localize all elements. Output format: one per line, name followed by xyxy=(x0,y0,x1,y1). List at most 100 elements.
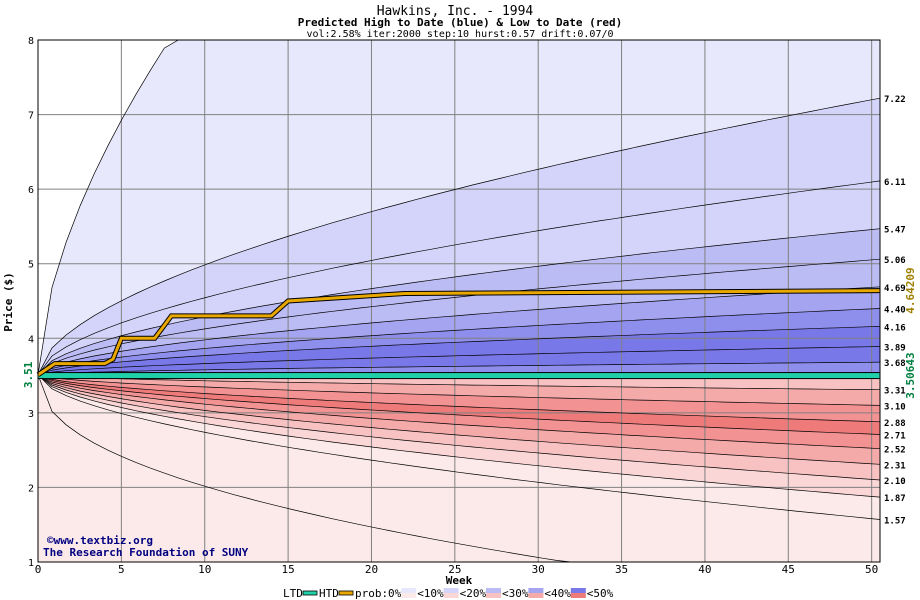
right-label-10: 3.10 xyxy=(884,402,906,412)
legend-item-4: <40% xyxy=(544,587,571,600)
x-tick-label-35: 35 xyxy=(615,563,628,576)
legend-ltd-swatch xyxy=(302,590,318,596)
legend-swatch-low-3 xyxy=(486,593,501,598)
x-tick-label-5: 5 xyxy=(118,563,125,576)
contour-13 xyxy=(37,374,881,450)
contour-11 xyxy=(37,374,881,423)
y-tick-label-6: 6 xyxy=(28,185,34,196)
high-band-6 xyxy=(38,308,880,375)
right-label-14: 2.31 xyxy=(884,461,906,471)
contour-6 xyxy=(37,228,881,376)
right-label-13: 2.52 xyxy=(884,446,906,456)
high-band-8 xyxy=(38,346,880,375)
contour-1 xyxy=(37,346,881,376)
contour-5 xyxy=(37,258,881,376)
contour-16 xyxy=(37,374,881,498)
contour-15 xyxy=(37,374,881,481)
source-line-1: ©www.textbiz.org xyxy=(47,534,153,547)
contour-10 xyxy=(37,374,881,406)
y-tick-label-4: 4 xyxy=(28,334,34,345)
high-band-4 xyxy=(38,259,880,375)
contour-9 xyxy=(37,374,881,391)
x-tick-label-30: 30 xyxy=(532,563,545,576)
right-label-17: 1.57 xyxy=(884,516,906,526)
x-tick-label-40: 40 xyxy=(698,563,711,576)
contour-lines xyxy=(37,39,881,563)
legend-item-2: <20% xyxy=(460,587,487,600)
legend-swatch-low-4 xyxy=(528,593,544,598)
ltd-line xyxy=(37,372,881,380)
contour-8 xyxy=(37,97,881,375)
contour-3 xyxy=(37,308,881,376)
right-label-15: 2.10 xyxy=(884,477,906,487)
y-tick-label-8: 8 xyxy=(28,36,34,47)
right-label-2: 5.47 xyxy=(884,226,906,236)
legend-swatch-high-1 xyxy=(401,588,417,593)
chart-subtitle: Predicted High to Date (blue) & Low to D… xyxy=(298,16,623,29)
htd-value-label: 4.64209 xyxy=(904,267,917,313)
legend-item-1: <10% xyxy=(417,587,444,600)
low-band-2 xyxy=(38,374,880,498)
right-label-11: 2.88 xyxy=(884,419,906,429)
contour-17 xyxy=(37,374,881,520)
probability-bands xyxy=(38,40,880,562)
y-axis-label: Price ($) xyxy=(2,272,15,332)
high-band-2 xyxy=(38,180,880,375)
right-label-8: 3.68 xyxy=(884,359,906,369)
x-tick-label-25: 25 xyxy=(448,563,461,576)
x-tick-label-20: 20 xyxy=(365,563,378,576)
start-price-label: 3.51 xyxy=(22,361,35,388)
legend-swatch-low-2 xyxy=(443,593,459,598)
right-label-3: 5.06 xyxy=(884,256,906,266)
legend-swatch-high-2 xyxy=(443,588,459,593)
low-band-outer xyxy=(38,374,880,562)
plot-frame xyxy=(37,39,881,563)
ltd-value-label: 3.50643 xyxy=(904,352,917,398)
low-band-5 xyxy=(38,374,880,449)
right-label-1: 6.11 xyxy=(884,178,906,188)
high-band-0 xyxy=(38,40,880,375)
legend-ltd-label: LTD xyxy=(283,587,303,600)
contour-4 xyxy=(37,286,881,376)
legend-swatch-low-1 xyxy=(401,593,417,598)
right-label-12: 2.71 xyxy=(884,431,906,441)
axes xyxy=(37,39,881,563)
right-label-6: 4.16 xyxy=(884,323,906,333)
high-band-9 xyxy=(38,362,880,375)
low-band-6 xyxy=(38,374,880,435)
legend-item-5: <50% xyxy=(587,587,614,600)
x-tick-label-0: 0 xyxy=(35,563,42,576)
contour-12 xyxy=(37,374,881,435)
legend-item-0: 0% xyxy=(388,587,402,600)
low-band-1 xyxy=(38,374,880,520)
x-tick-label-10: 10 xyxy=(198,563,211,576)
legend-htd-swatch xyxy=(338,590,354,596)
contour-7 xyxy=(37,180,881,376)
low-band-7 xyxy=(38,374,880,422)
source-line-2: The Research Foundation of SUNY xyxy=(43,546,249,559)
low-band-4 xyxy=(38,374,880,465)
right-label-4: 4.69 xyxy=(884,284,906,294)
y-tick-label-7: 7 xyxy=(28,111,34,122)
x-axis-label: Week xyxy=(446,574,473,587)
high-band-3 xyxy=(38,228,880,375)
low-band-0 xyxy=(38,374,880,562)
chart-title: Hawkins, Inc. - 1994 xyxy=(377,4,534,19)
contour-0 xyxy=(37,361,881,376)
low-band-8 xyxy=(38,374,880,406)
x-tick-label-50: 50 xyxy=(865,563,878,576)
y-tick-label-3: 3 xyxy=(28,409,34,420)
contour-14 xyxy=(37,374,881,465)
chart-params: vol:2.58% iter:2000 step:10 hurst:0.57 d… xyxy=(306,29,613,40)
x-tick-label-45: 45 xyxy=(782,563,795,576)
legend: LTD HTD prob: 0% <10% <20% <30% <40% <50% xyxy=(283,587,614,600)
right-labels: 7.22 6.11 5.47 5.06 4.69 4.40 4.16 3.89 3.68 3.31… xyxy=(884,95,917,526)
contour-2 xyxy=(37,326,881,376)
legend-item-3: <30% xyxy=(502,587,529,600)
y-tick-label-1: 1 xyxy=(28,558,34,569)
legend-htd-label: HTD xyxy=(319,587,339,600)
y-tick-label-2: 2 xyxy=(28,483,34,494)
htd-line xyxy=(37,289,881,377)
